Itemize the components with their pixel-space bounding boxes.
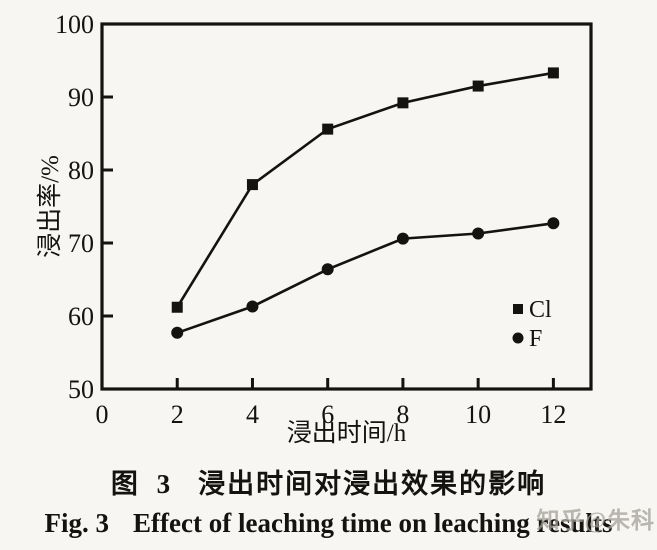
- line-chart: 50 60 70 80 90 100 0 2 4 6 8 10 12 浸出时间/h 浸出率/% Cl F: [36, 10, 593, 447]
- x-tick-label: 10: [465, 400, 491, 429]
- data-marker-Cl: [171, 301, 183, 313]
- data-marker-Cl: [547, 67, 559, 79]
- y-tick-label: 80: [68, 156, 94, 185]
- series-line-Cl: [176, 71, 554, 308]
- data-marker-F: [321, 263, 334, 276]
- x-axis-label: 浸出时间/h: [287, 419, 407, 447]
- figure-title-en: Effect of leaching time on leaching resu…: [133, 508, 613, 538]
- legend-marker-F: [512, 332, 524, 344]
- series-line-F: [176, 222, 554, 335]
- data-marker-F: [246, 300, 259, 313]
- x-tick-label: 6: [321, 400, 334, 429]
- data-marker-Cl: [397, 97, 409, 109]
- x-tick-label: 4: [246, 400, 259, 429]
- figure-caption-zh: 图 3 浸出时间对浸出效果的影响: [0, 462, 657, 501]
- x-tick-label: 8: [396, 400, 409, 429]
- figure-number-en: Fig. 3: [44, 508, 110, 538]
- data-marker-Cl: [322, 123, 334, 135]
- x-tick-label: 12: [540, 400, 566, 429]
- data-marker-F: [547, 217, 560, 230]
- y-tick-label: 60: [68, 302, 94, 331]
- x-tick-label: 2: [171, 400, 184, 429]
- figure-title-zh: 浸出时间对浸出效果的影响: [198, 469, 547, 499]
- data-marker-F: [171, 326, 184, 339]
- data-marker-Cl: [472, 80, 484, 92]
- legend-marker-Cl: [513, 304, 523, 314]
- data-marker-F: [472, 227, 485, 240]
- chart-canvas: 50 60 70 80 90 100 0 2 4 6 8 10 12 浸出时间/h 浸出率/% Cl F: [36, 10, 593, 447]
- y-tick-label: 50: [68, 375, 94, 404]
- legend-label-F: F: [529, 326, 542, 352]
- y-tick-label: 70: [68, 229, 94, 258]
- x-tick-label: 0: [96, 400, 109, 429]
- data-marker-Cl: [246, 179, 258, 191]
- plot-frame: [100, 22, 593, 391]
- y-tick-label: 100: [55, 10, 94, 39]
- y-axis-label: 浸出率/%: [36, 155, 64, 258]
- figure-number-zh: 图 3: [110, 469, 177, 499]
- y-tick-label: 90: [68, 83, 94, 112]
- figure-caption-en: Fig. 3 Effect of leaching time on leachin…: [0, 508, 657, 539]
- legend-label-Cl: Cl: [529, 297, 552, 323]
- data-marker-F: [396, 232, 409, 245]
